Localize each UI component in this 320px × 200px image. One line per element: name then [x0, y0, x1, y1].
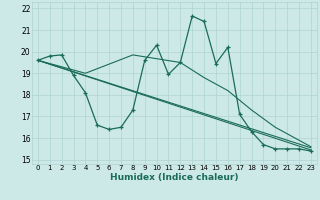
X-axis label: Humidex (Indice chaleur): Humidex (Indice chaleur) — [110, 173, 239, 182]
